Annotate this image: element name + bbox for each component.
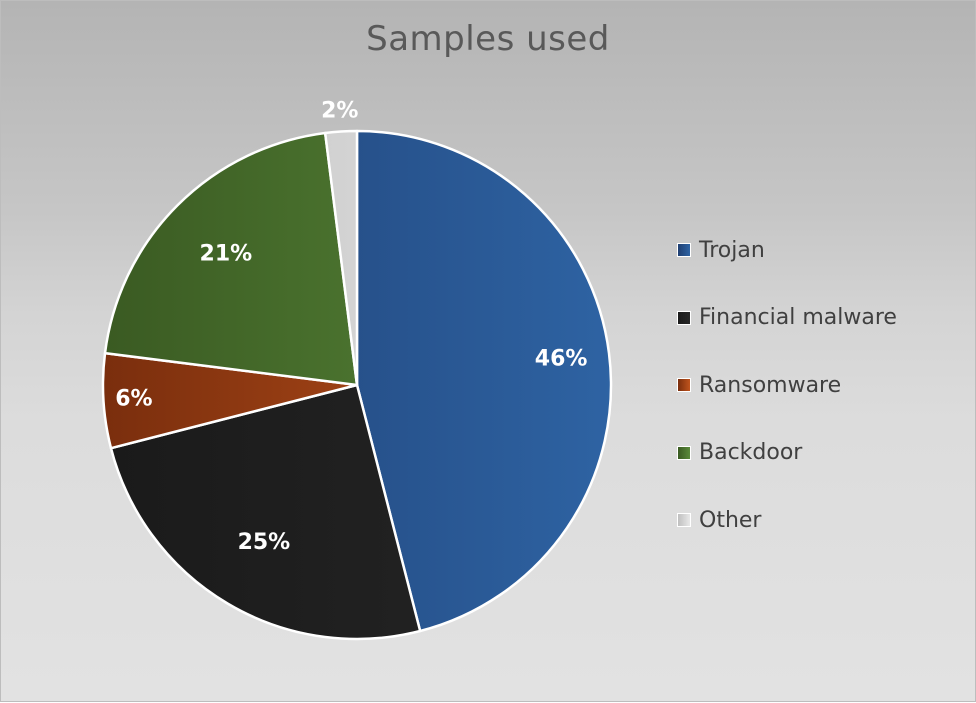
legend-swatch (677, 378, 691, 392)
legend: Trojan Financial malware Ransomware Backdoo… (677, 233, 897, 571)
pie-slice-financial-malware (109, 383, 422, 641)
data-label-financial-malware: 25% (238, 530, 291, 555)
legend-swatch (677, 445, 691, 460)
data-label-backdoor: 21% (200, 241, 253, 266)
data-label-ransomware: 6% (115, 387, 152, 412)
legend-swatch (677, 513, 691, 527)
legend-label: Ransomware (699, 372, 842, 398)
legend-swatch (677, 243, 691, 257)
legend-label: Backdoor (699, 440, 803, 465)
legend-item-ransomware: Ransomware (677, 368, 897, 402)
legend-swatch (677, 310, 691, 325)
legend-item-other: Other (677, 503, 897, 537)
legend-label: Financial malware (699, 305, 897, 330)
pie-slice-backdoor (103, 131, 359, 387)
data-label-trojan: 46% (535, 347, 588, 372)
legend-item-trojan: Trojan (677, 233, 897, 267)
chart-title: Samples used (366, 19, 610, 59)
legend-item-financial-malware: Financial malware (677, 301, 897, 335)
pie-slice-other (323, 129, 359, 387)
legend-label: Trojan (699, 237, 765, 263)
legend-item-backdoor: Backdoor (677, 436, 897, 470)
data-label-other: 2% (321, 99, 358, 124)
pie-slice-trojan (355, 129, 613, 633)
legend-label: Other (699, 507, 762, 533)
